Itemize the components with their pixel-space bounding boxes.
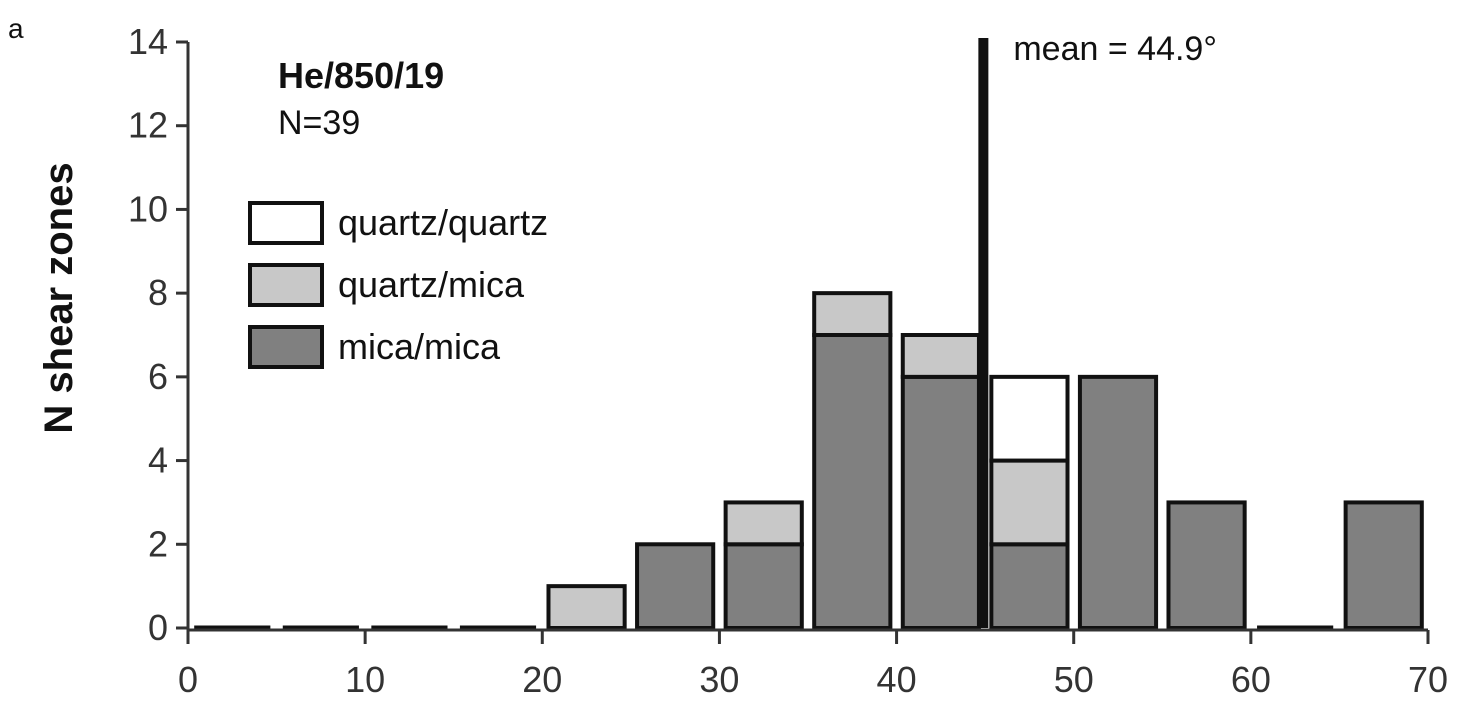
x-tick-label: 0 [178, 659, 198, 700]
x-tick-label: 20 [522, 659, 562, 700]
bar-quartz-mica [546, 584, 627, 631]
bar-mica-mica [1343, 500, 1424, 630]
sample-title: He/850/19 [278, 55, 444, 96]
bar-mica-mica [1077, 374, 1159, 630]
bar-quartz-mica [989, 458, 1070, 547]
y-tick-label: 10 [128, 188, 168, 229]
sample-count: N=39 [278, 104, 360, 142]
x-tick-label: 60 [1231, 659, 1271, 700]
legend-label-quartz-quartz: quartz/quartz [338, 202, 548, 243]
bar-mica-mica [723, 542, 804, 630]
mean-group: mean = 44.9° [978, 30, 1217, 628]
legend-label-quartz-mica: quartz/mica [338, 264, 525, 305]
y-tick-label: 6 [148, 356, 168, 397]
x-tick-label: 50 [1054, 659, 1094, 700]
bars-group [194, 291, 1424, 631]
axes-group: 0 2 4 6 8 10 12 14 0 10 20 30 40 50 60 70 [128, 21, 1448, 700]
y-tick-label: 8 [148, 272, 168, 313]
bar-quartz-quartz [989, 374, 1070, 463]
panel-label: a [8, 13, 24, 44]
bar-mica-mica [989, 542, 1070, 630]
mean-label: mean = 44.9° [1013, 30, 1217, 68]
legend-swatch-quartz-mica [248, 263, 324, 307]
bar-mica-mica [635, 542, 716, 630]
x-tick-label: 10 [345, 659, 385, 700]
y-tick-label: 14 [128, 21, 168, 62]
bar-mica-mica [900, 374, 981, 630]
y-tick-label: 4 [148, 440, 168, 481]
bar-mica-mica [1166, 500, 1247, 630]
y-tick-label: 0 [148, 607, 168, 648]
y-tick-label: 12 [128, 105, 168, 146]
bar-quartz-mica [723, 500, 804, 547]
bar-quartz-mica [812, 291, 893, 337]
legend-label-mica-mica: mica/mica [338, 326, 501, 367]
y-tick-label: 2 [148, 523, 168, 564]
bar-mica-mica [812, 333, 893, 630]
legend: quartz/quartz quartz/mica mica/mica [248, 201, 548, 369]
bar-quartz-mica [900, 333, 981, 379]
legend-swatch-mica-mica [248, 325, 324, 369]
x-tick-label: 40 [877, 659, 917, 700]
x-tick-label: 30 [699, 659, 739, 700]
legend-swatch-quartz-quartz [248, 201, 324, 245]
y-axis-title: N shear zones [37, 162, 81, 433]
x-tick-label: 70 [1408, 659, 1448, 700]
